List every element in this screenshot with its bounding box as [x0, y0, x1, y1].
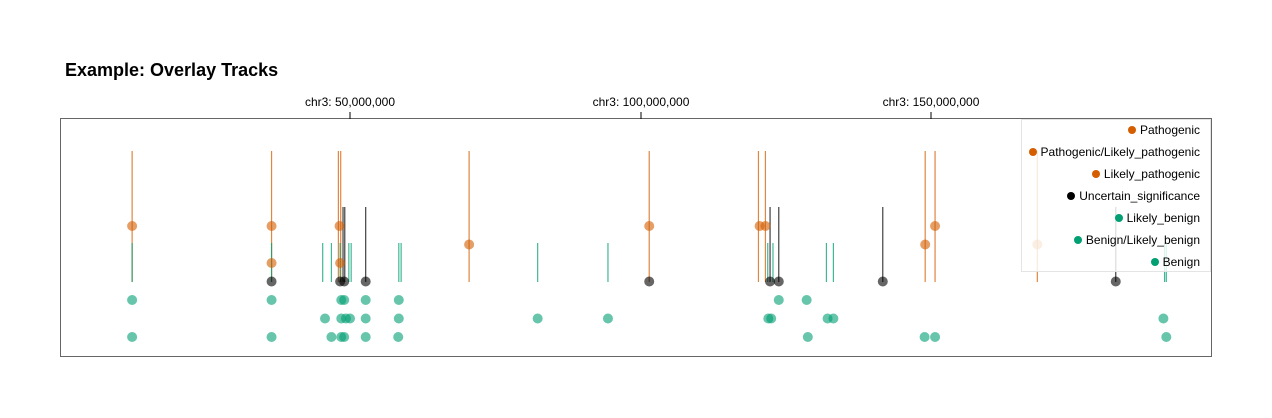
- data-point-series-0-0[interactable]: [127, 221, 138, 231]
- data-point-series-4-6[interactable]: [773, 295, 784, 305]
- data-point-series-6-2[interactable]: [326, 332, 337, 342]
- data-point-series-5-12[interactable]: [1158, 313, 1169, 324]
- data-point-series-0-6[interactable]: [930, 221, 941, 231]
- legend-label: Benign: [1162, 255, 1200, 269]
- data-point-series-0-5[interactable]: [760, 221, 771, 231]
- data-point-series-3-0[interactable]: [266, 276, 277, 287]
- x-axis-tick-label-0: chr3: 50,000,000: [304, 95, 396, 109]
- legend-dot-icon: [1127, 126, 1136, 134]
- data-point-series-3-4[interactable]: [644, 276, 655, 287]
- data-point-series-5-4[interactable]: [360, 313, 371, 324]
- x-axis-tick-label-2: chr3: 150,000,000: [882, 95, 980, 109]
- data-point-series-6-6[interactable]: [393, 332, 404, 342]
- data-point-series-3-7[interactable]: [877, 276, 888, 287]
- data-point-series-6-10[interactable]: [1161, 332, 1172, 342]
- legend-item-likely-pathogenic: Likely_pathogenic: [1091, 167, 1200, 181]
- point-layer: [127, 221, 1172, 342]
- legend-item-likely-benign: Likely_benign: [1114, 211, 1200, 225]
- legend-label: Benign/Likely_benign: [1085, 233, 1200, 247]
- legend-dot-icon: [1073, 236, 1082, 244]
- data-point-series-6-5[interactable]: [360, 332, 371, 342]
- legend-label: Likely_benign: [1126, 211, 1200, 225]
- data-point-series-5-7[interactable]: [602, 313, 613, 324]
- data-point-series-0-2[interactable]: [334, 221, 345, 231]
- data-point-series-0-1[interactable]: [266, 221, 277, 231]
- legend-dot-icon: [1067, 192, 1076, 200]
- data-point-series-1-0[interactable]: [464, 239, 475, 250]
- data-point-series-4-0[interactable]: [127, 295, 138, 305]
- data-point-series-4-3[interactable]: [339, 295, 350, 305]
- data-point-series-5-3[interactable]: [345, 313, 355, 324]
- data-point-series-6-7[interactable]: [802, 332, 813, 342]
- legend-label: Uncertain_significance: [1079, 189, 1200, 203]
- stem-layer: [131, 151, 1167, 282]
- data-point-series-1-1[interactable]: [920, 239, 931, 250]
- legend-label: Likely_pathogenic: [1103, 167, 1200, 181]
- legend-dot-icon: [1150, 258, 1159, 266]
- data-point-series-6-9[interactable]: [930, 332, 941, 342]
- data-point-series-3-6[interactable]: [773, 276, 784, 287]
- legend-dot-icon: [1028, 148, 1037, 156]
- chart-title: Example: Overlay Tracks: [65, 60, 279, 80]
- data-point-series-5-9[interactable]: [766, 313, 777, 324]
- data-point-series-5-6[interactable]: [532, 313, 543, 324]
- chart-legend: Pathogenic Pathogenic/Likely_pathogenic …: [1021, 119, 1211, 272]
- data-point-series-3-5[interactable]: [765, 276, 776, 287]
- data-point-series-3-3[interactable]: [360, 276, 371, 287]
- data-point-series-4-4[interactable]: [360, 295, 371, 305]
- x-axis-tick-label-1: chr3: 100,000,000: [592, 95, 690, 109]
- data-point-series-3-8[interactable]: [1110, 276, 1121, 287]
- legend-item-pathogenic: Pathogenic: [1127, 123, 1200, 137]
- legend-item-benign: Benign: [1150, 255, 1200, 269]
- legend-item-uncertain-significance: Uncertain_significance: [1067, 189, 1200, 203]
- data-point-series-3-2[interactable]: [339, 276, 350, 287]
- legend-dot-icon: [1114, 214, 1123, 222]
- legend-label: Pathogenic: [1139, 123, 1200, 137]
- legend-dot-icon: [1091, 170, 1100, 178]
- data-point-series-6-0[interactable]: [127, 332, 138, 342]
- data-point-series-2-0[interactable]: [266, 258, 277, 268]
- data-point-series-5-0[interactable]: [320, 313, 331, 324]
- data-point-series-4-5[interactable]: [393, 295, 404, 305]
- data-point-series-4-1[interactable]: [266, 295, 277, 305]
- plot-frame: [60, 118, 1212, 357]
- data-point-series-6-1[interactable]: [266, 332, 277, 342]
- data-point-series-2-1[interactable]: [335, 258, 346, 268]
- data-point-series-6-8[interactable]: [919, 332, 930, 342]
- data-point-series-0-3[interactable]: [644, 221, 655, 231]
- legend-item-benign-likely-benign: Benign/Likely_benign: [1073, 233, 1200, 247]
- legend-item-pathogenic-likely-pathogenic: Pathogenic/Likely_pathogenic: [1028, 145, 1200, 159]
- data-point-series-5-11[interactable]: [828, 313, 839, 324]
- data-point-series-4-7[interactable]: [801, 295, 812, 305]
- data-point-series-6-4[interactable]: [339, 332, 350, 342]
- legend-label: Pathogenic/Likely_pathogenic: [1040, 145, 1200, 159]
- data-point-series-5-5[interactable]: [393, 313, 404, 324]
